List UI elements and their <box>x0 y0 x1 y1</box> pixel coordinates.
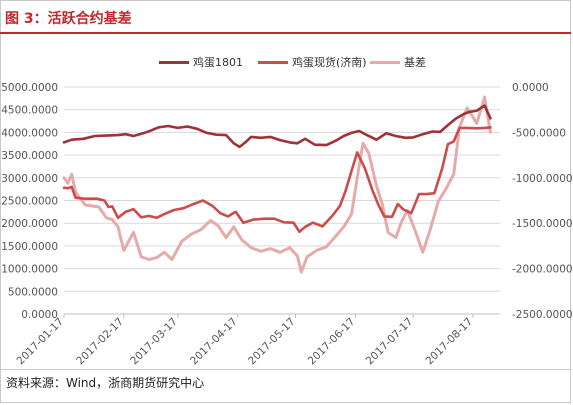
line-futures-1801 <box>62 104 492 149</box>
x-tick-label: 2017-01-17 <box>14 316 66 368</box>
figure-title: 图 3：活跃合约基差 <box>5 11 132 27</box>
legend-swatch-spot <box>258 60 288 64</box>
y-left-tick-label: 4000.0000 <box>1 127 58 139</box>
source-rule <box>0 369 571 370</box>
y-left-tick-label: 4500.0000 <box>1 105 58 117</box>
legend-item-futures: 鸡蛋1801 <box>159 54 243 70</box>
x-tick-label: 2017-07-17 <box>364 316 416 368</box>
title-rule <box>0 32 571 34</box>
y-left-tick-label: 1000.0000 <box>1 264 58 276</box>
y-left-tick-label: 5000.0000 <box>1 82 58 94</box>
x-tick-label: 2017-08-17 <box>423 316 475 368</box>
line-spot-jinan <box>62 126 492 234</box>
legend-swatch-basis <box>370 60 400 64</box>
legend-label-spot: 鸡蛋现货(济南) <box>292 56 367 69</box>
x-tick-label: 2017-04-17 <box>188 316 240 368</box>
y-left-tick-label: 0.0000 <box>21 309 58 321</box>
legend-label-basis: 基差 <box>404 56 426 69</box>
y-right-tick-label: -1500.0000 <box>512 218 573 230</box>
x-tick-label: 2017-06-17 <box>306 316 358 368</box>
y-right-tick-label: -1000.0000 <box>512 173 573 185</box>
source-note: 资料来源：Wind，浙商期货研究中心 <box>6 376 205 390</box>
y-right-tick-label: 0.0000 <box>512 82 549 94</box>
y-left-tick-label: 1500.0000 <box>1 241 58 253</box>
y-left-tick-label: 3500.0000 <box>1 150 58 162</box>
legend-item-spot: 鸡蛋现货(济南) <box>258 54 367 70</box>
y-left-tick-label: 3000.0000 <box>1 173 58 185</box>
y-left-tick-label: 2000.0000 <box>1 218 58 230</box>
y-left-tick-label: 2500.0000 <box>1 196 58 208</box>
x-tick-label: 2017-05-17 <box>246 316 298 368</box>
legend-item-basis: 基差 <box>370 54 426 70</box>
y-right-tick-label: -2500.0000 <box>512 309 573 321</box>
y-right-tick-label: -500.0000 <box>512 127 566 139</box>
x-tick-label: 2017-02-17 <box>74 316 126 368</box>
y-left-tick-label: 500.0000 <box>8 286 58 298</box>
legend-swatch-futures <box>159 60 189 64</box>
x-tick-label: 2017-03-17 <box>128 316 180 368</box>
legend-label-futures: 鸡蛋1801 <box>193 56 243 69</box>
chart-legend: 鸡蛋1801 鸡蛋现货(济南) 基差 <box>0 54 573 70</box>
y-right-tick-label: -2000.0000 <box>512 264 573 276</box>
line-basis <box>62 95 492 274</box>
